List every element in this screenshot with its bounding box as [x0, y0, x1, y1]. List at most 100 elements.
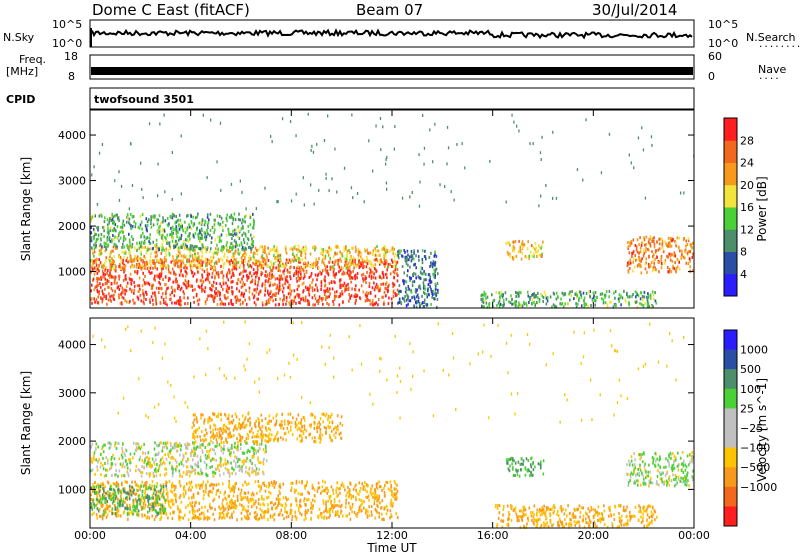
echo-cell — [500, 293, 503, 297]
echo-cell — [310, 148, 312, 152]
echo-cell — [226, 502, 228, 506]
echo-cell — [433, 263, 436, 267]
echo-cell — [576, 168, 579, 172]
echo-cell — [254, 246, 257, 250]
echo-cell — [583, 304, 586, 308]
echo-cell — [253, 294, 256, 298]
echo-cell — [229, 454, 232, 458]
echo-cell — [378, 511, 380, 515]
echo-cell — [96, 494, 98, 498]
echo-cell — [276, 252, 279, 255]
echo-cell — [182, 258, 184, 262]
echo-cell — [686, 251, 689, 255]
echo-cell — [521, 251, 524, 255]
echo-cell — [505, 200, 507, 204]
echo-cell — [214, 228, 216, 232]
echo-cell — [367, 298, 369, 302]
echo-cell — [102, 266, 104, 269]
echo-cell — [360, 499, 362, 503]
echo-cell — [258, 485, 261, 489]
echo-cell — [282, 270, 284, 274]
echo-cell — [253, 296, 255, 300]
echo-cell — [184, 255, 186, 259]
echo-cell — [244, 495, 247, 499]
echo-cell — [178, 302, 180, 306]
echo-cell — [318, 300, 320, 303]
echo-cell — [214, 238, 217, 242]
echo-cell — [237, 465, 239, 469]
echo-cell — [142, 289, 144, 293]
echo-cell — [413, 272, 415, 276]
echo-cell — [343, 287, 346, 291]
echo-cell — [254, 515, 256, 519]
echo-cell — [371, 303, 374, 307]
echo-cell — [109, 259, 111, 263]
echo-cell — [372, 169, 374, 173]
echo-cell — [113, 242, 116, 246]
echo-cell — [654, 257, 656, 261]
echo-cell — [277, 200, 279, 204]
echo-cell — [108, 276, 111, 279]
echo-cell — [633, 257, 635, 261]
echo-cell — [373, 281, 375, 285]
echo-cell — [95, 263, 98, 267]
echo-cell — [366, 490, 368, 494]
echo-cell — [423, 278, 425, 282]
echo-cell — [652, 237, 654, 241]
echo-cell — [222, 245, 225, 249]
echo-cell — [342, 272, 345, 276]
echo-cell — [158, 230, 161, 234]
echo-cell — [342, 266, 345, 270]
echo-cell — [689, 265, 691, 269]
echo-cell — [313, 288, 316, 292]
echo-cell — [271, 483, 274, 487]
echo-cell — [198, 513, 201, 517]
echo-cell — [528, 254, 530, 258]
echo-cell — [242, 270, 244, 274]
echo-cell — [142, 451, 144, 455]
echo-cell — [90, 219, 92, 223]
echo-cell — [159, 441, 161, 445]
echo-cell — [539, 151, 542, 155]
echo-cell — [242, 248, 244, 252]
echo-cell — [385, 480, 387, 484]
echo-cell — [528, 256, 530, 260]
echo-cell — [126, 243, 128, 247]
echo-cell — [197, 284, 200, 288]
echo-cell — [293, 289, 296, 293]
echo-cell — [180, 254, 183, 258]
echo-cell — [401, 265, 404, 268]
echo-cell — [231, 512, 233, 516]
echo-cell — [347, 261, 350, 265]
echo-cell — [193, 263, 195, 267]
echo-cell — [214, 268, 217, 272]
echo-cell — [633, 166, 635, 170]
echo-cell — [211, 457, 214, 461]
echo-cell — [347, 269, 349, 273]
echo-cell — [349, 517, 352, 521]
echo-cell — [271, 506, 273, 510]
echo-cell — [374, 276, 377, 280]
echo-cell — [151, 480, 154, 484]
echo-cell — [650, 135, 653, 139]
echo-cell — [325, 295, 328, 299]
echo-cell — [393, 147, 395, 151]
echo-cell — [225, 216, 228, 220]
echo-cell — [206, 215, 209, 219]
echo-cell — [117, 216, 120, 220]
echo-cell — [103, 275, 105, 279]
echo-cell — [166, 493, 169, 497]
echo-cell — [270, 260, 272, 264]
echo-cell — [364, 481, 366, 485]
echo-cell — [123, 255, 125, 259]
echo-cell — [149, 233, 151, 237]
echo-cell — [97, 228, 99, 232]
echo-cell — [186, 226, 189, 230]
echo-cell — [365, 291, 368, 295]
echo-cell — [206, 223, 209, 227]
echo-cell — [237, 218, 240, 222]
echo-cell — [226, 219, 228, 223]
echo-cell — [176, 261, 179, 265]
echo-cell — [416, 300, 419, 304]
echo-cell — [143, 241, 146, 245]
